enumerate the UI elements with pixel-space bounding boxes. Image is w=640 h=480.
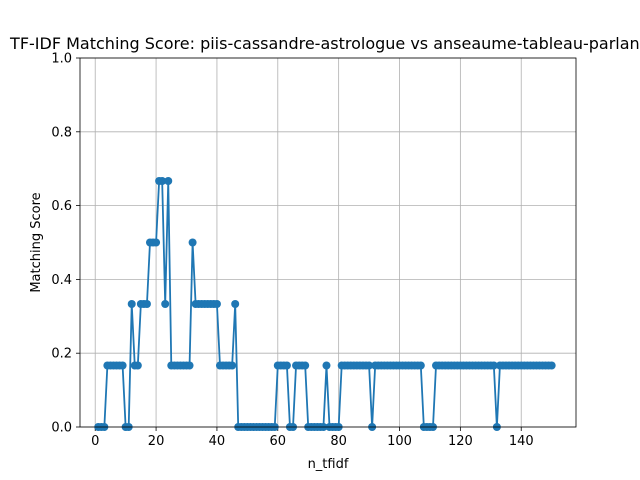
data-point: [282, 361, 291, 370]
y-tick-label: 0.8: [51, 125, 72, 140]
x-tick-label: 0: [91, 434, 99, 449]
y-tick-label: 1.0: [51, 52, 72, 67]
data-point: [164, 176, 173, 185]
data-point: [161, 300, 170, 309]
y-tick-label: 0.2: [51, 347, 72, 362]
data-point: [228, 361, 237, 370]
x-tick-label: 60: [270, 434, 287, 449]
data-point: [212, 300, 221, 309]
data-point: [185, 361, 194, 370]
data-point: [158, 176, 167, 185]
data-point: [127, 300, 136, 309]
y-tick-label: 0.6: [51, 199, 72, 214]
y-tick-label: 0.4: [51, 273, 72, 288]
data-point: [547, 361, 556, 370]
data-point: [142, 300, 151, 309]
data-point: [152, 238, 161, 247]
x-tick-label: 100: [387, 434, 412, 449]
plot-area-frame: [79, 57, 577, 428]
data-point: [301, 361, 310, 370]
data-point: [133, 361, 142, 370]
axis-ticks: 0 20 40 60 80 100 120 140 0.0 0.2 0.4 0.6 0.8 1.0: [51, 52, 533, 450]
data-point: [416, 361, 425, 370]
x-tick-label: 40: [209, 434, 226, 449]
data-point: [118, 361, 127, 370]
y-axis-label: Matching Score: [29, 192, 44, 292]
x-tick-label: 80: [330, 434, 347, 449]
chart-title: TF-IDF Matching Score: piis-cassandre-as…: [9, 34, 640, 53]
y-tick-label: 0.0: [51, 421, 72, 436]
data-point: [489, 361, 498, 370]
x-tick-label: 20: [148, 434, 165, 449]
data-point: [188, 238, 197, 247]
x-axis-label: n_tfidf: [308, 457, 349, 472]
x-tick-label: 120: [448, 434, 473, 449]
x-tick-label: 140: [509, 434, 534, 449]
data-point: [231, 300, 240, 309]
data-point: [365, 361, 374, 370]
data-point: [322, 361, 331, 370]
